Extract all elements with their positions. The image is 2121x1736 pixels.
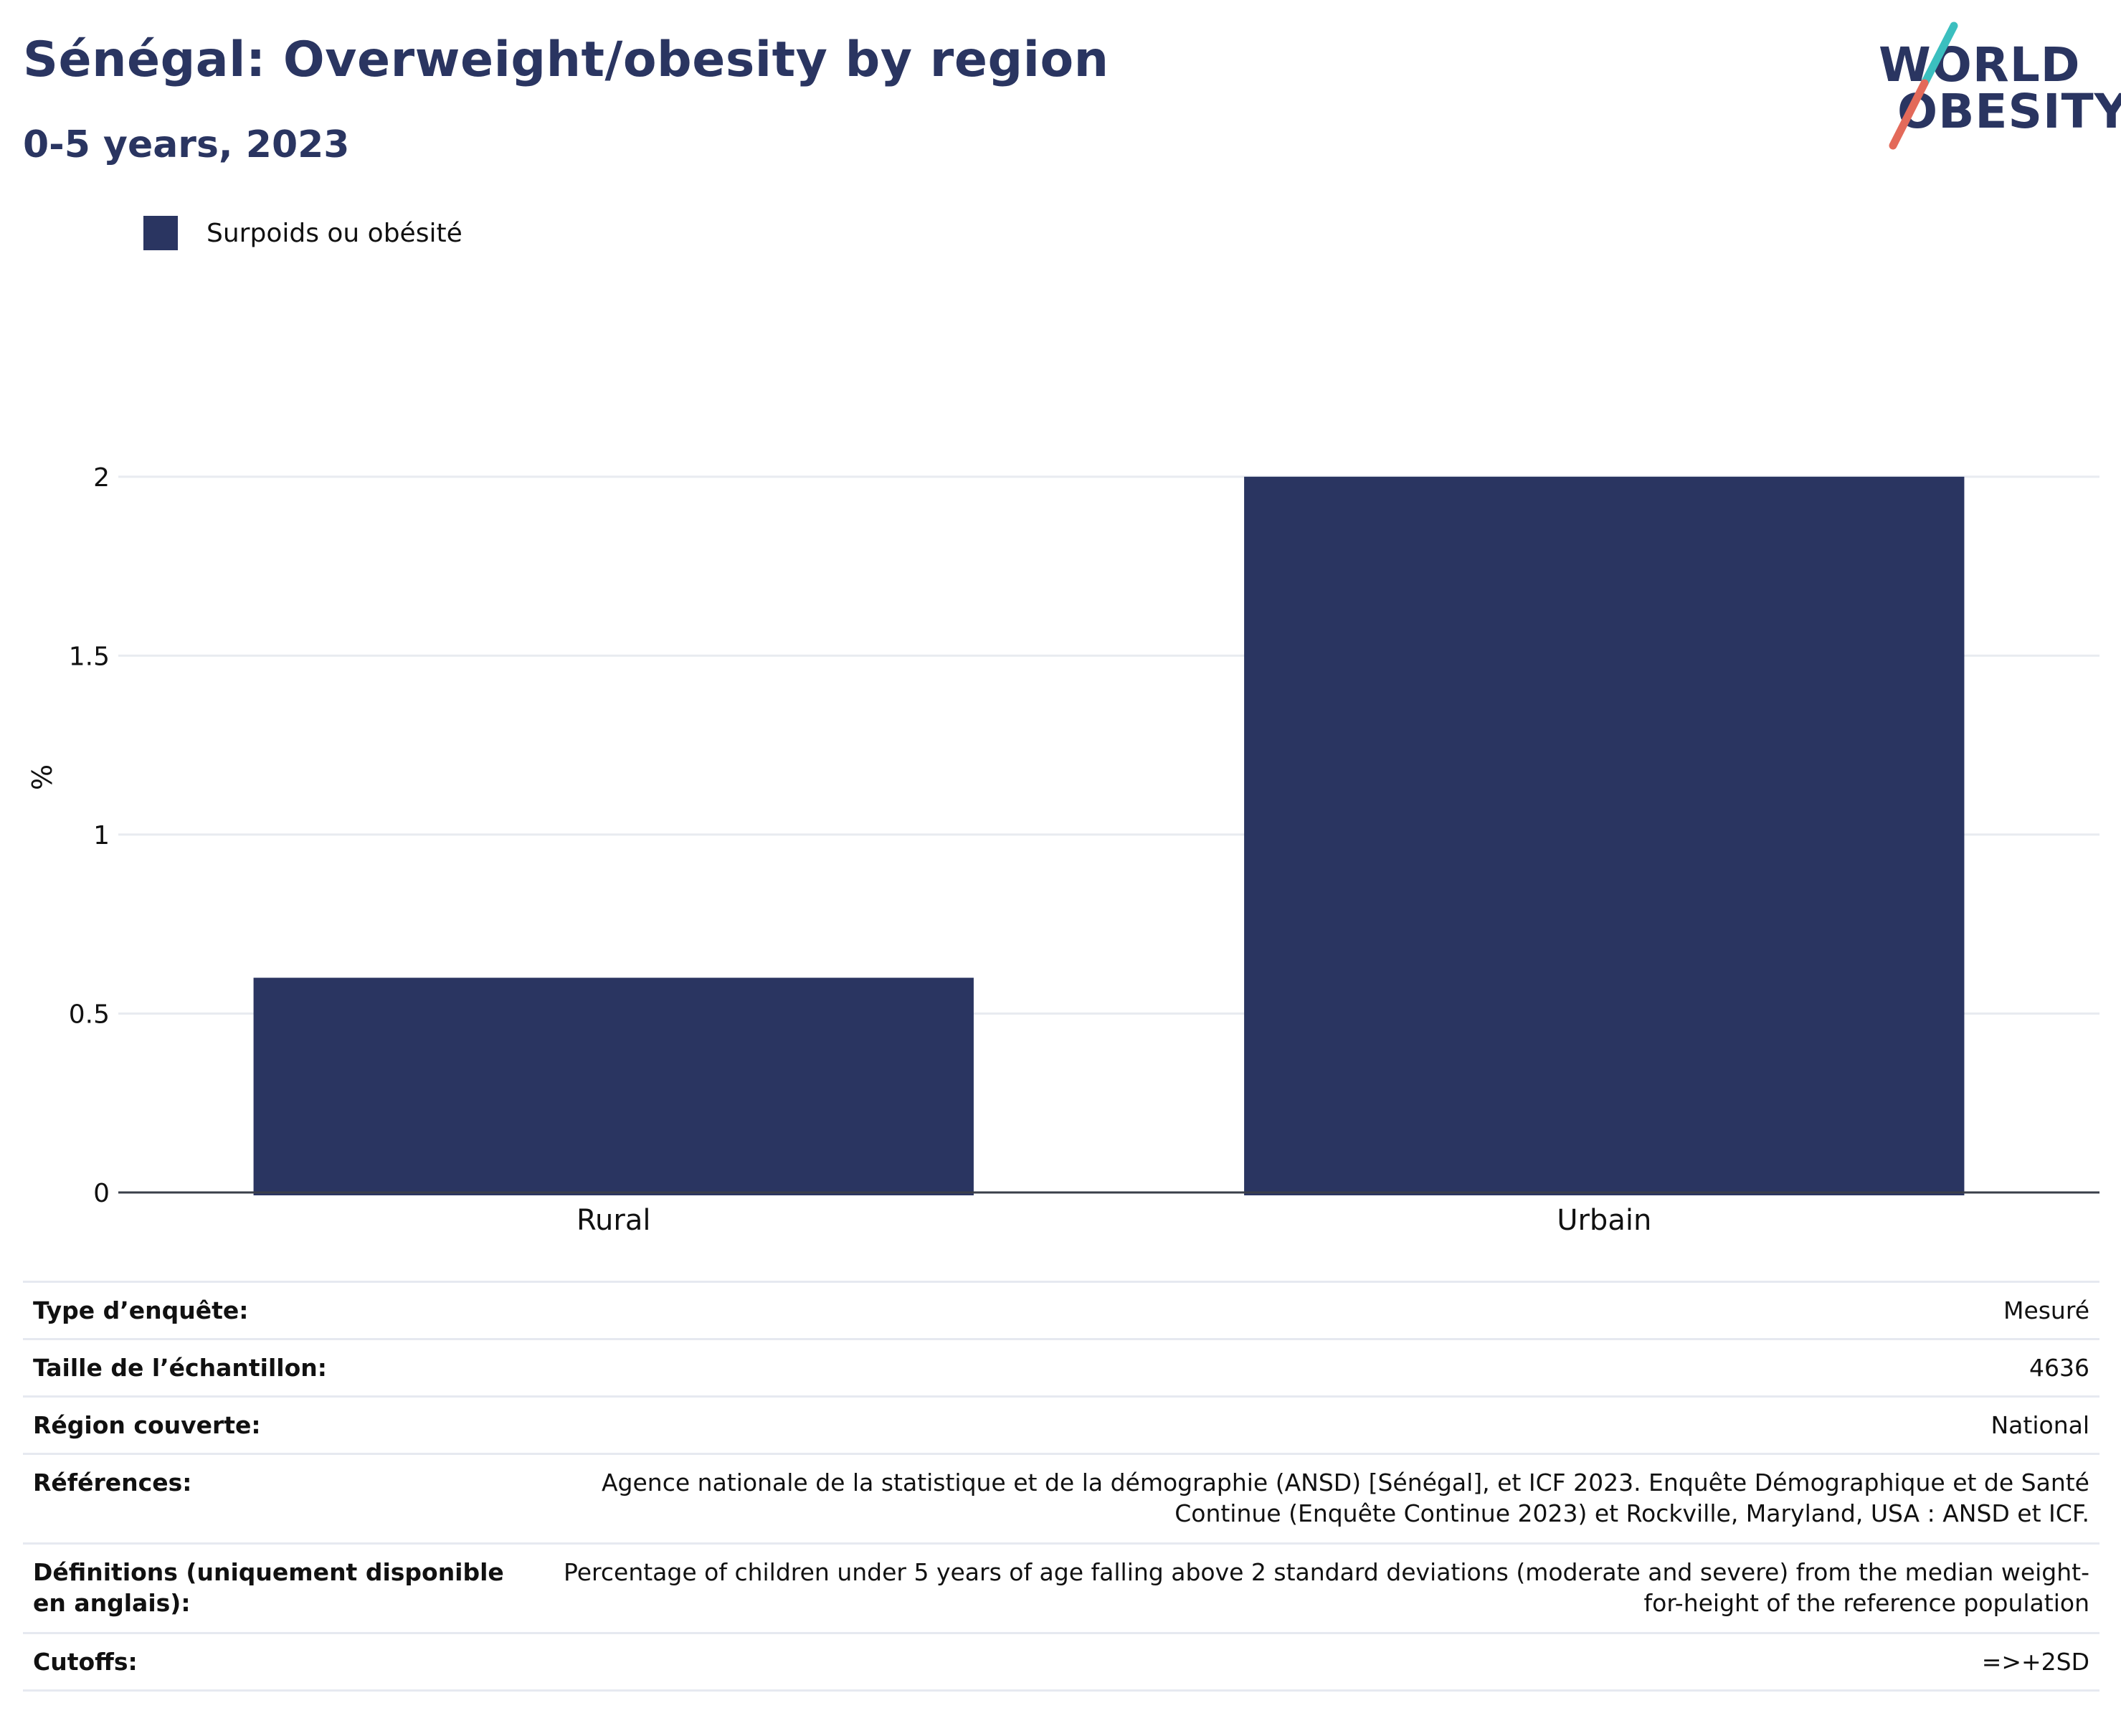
info-row: Cutoffs: =>+2SD bbox=[23, 1634, 2099, 1692]
legend-swatch bbox=[143, 216, 178, 250]
y-tick-label: 1.5 bbox=[69, 642, 110, 671]
info-row: Références: Agence nationale de la statis… bbox=[23, 1455, 2099, 1545]
y-axis-label: % bbox=[27, 764, 58, 790]
x-tick-label: Rural bbox=[576, 1204, 650, 1237]
info-key: Taille de l’échantillon: bbox=[33, 1354, 327, 1382]
info-key: Type d’enquête: bbox=[33, 1296, 249, 1324]
info-value: Mesuré bbox=[2003, 1296, 2089, 1324]
logo-slash-icon bbox=[1889, 22, 1958, 150]
chart-subtitle: 0-5 years, 2023 bbox=[23, 123, 350, 166]
info-value: Percentage of children under 5 years of … bbox=[564, 1558, 2089, 1617]
info-key: Cutoffs: bbox=[33, 1648, 138, 1676]
logo-line-2: OBESITY bbox=[1897, 84, 2121, 139]
info-value: Agence nationale de la statistique et de… bbox=[601, 1469, 2089, 1527]
logo-line-1: WORLD bbox=[1879, 37, 2081, 93]
info-key: Définitions (uniquement disponible en an… bbox=[33, 1558, 504, 1617]
info-row: Taille de l’échantillon: 4636 bbox=[23, 1340, 2099, 1398]
y-tick-label: 0.5 bbox=[69, 1000, 110, 1029]
info-value: =>+2SD bbox=[1981, 1648, 2089, 1676]
y-tick-label: 1 bbox=[93, 821, 110, 850]
info-value: National bbox=[1990, 1411, 2089, 1439]
y-tick-label: 2 bbox=[93, 463, 110, 493]
info-row: Région couverte: National bbox=[23, 1398, 2099, 1455]
bar bbox=[253, 977, 974, 1195]
chart-title: Sénégal: Overweight/obesity by region bbox=[23, 32, 1109, 88]
world-obesity-logo: WORLD OBESITY bbox=[1864, 20, 2121, 153]
legend[interactable]: Surpoids ou obésité bbox=[143, 215, 462, 251]
y-tick-label: 0 bbox=[93, 1179, 110, 1208]
info-row: Définitions (uniquement disponible en an… bbox=[23, 1545, 2099, 1634]
x-tick-label: Urbain bbox=[1557, 1204, 1651, 1237]
bar-chart: 0 0.5 1 1.5 2% Rural Urbain bbox=[27, 463, 2099, 1237]
info-value: 4636 bbox=[2029, 1354, 2089, 1382]
info-table: Type d’enquête: Mesuré Taille de l’échanti… bbox=[23, 1281, 2099, 1692]
bar bbox=[1244, 476, 1965, 1195]
info-key: Références: bbox=[33, 1469, 192, 1497]
legend-label: Surpoids ou obésité bbox=[207, 218, 462, 248]
info-row: Type d’enquête: Mesuré bbox=[23, 1283, 2099, 1340]
info-key: Région couverte: bbox=[33, 1411, 261, 1439]
